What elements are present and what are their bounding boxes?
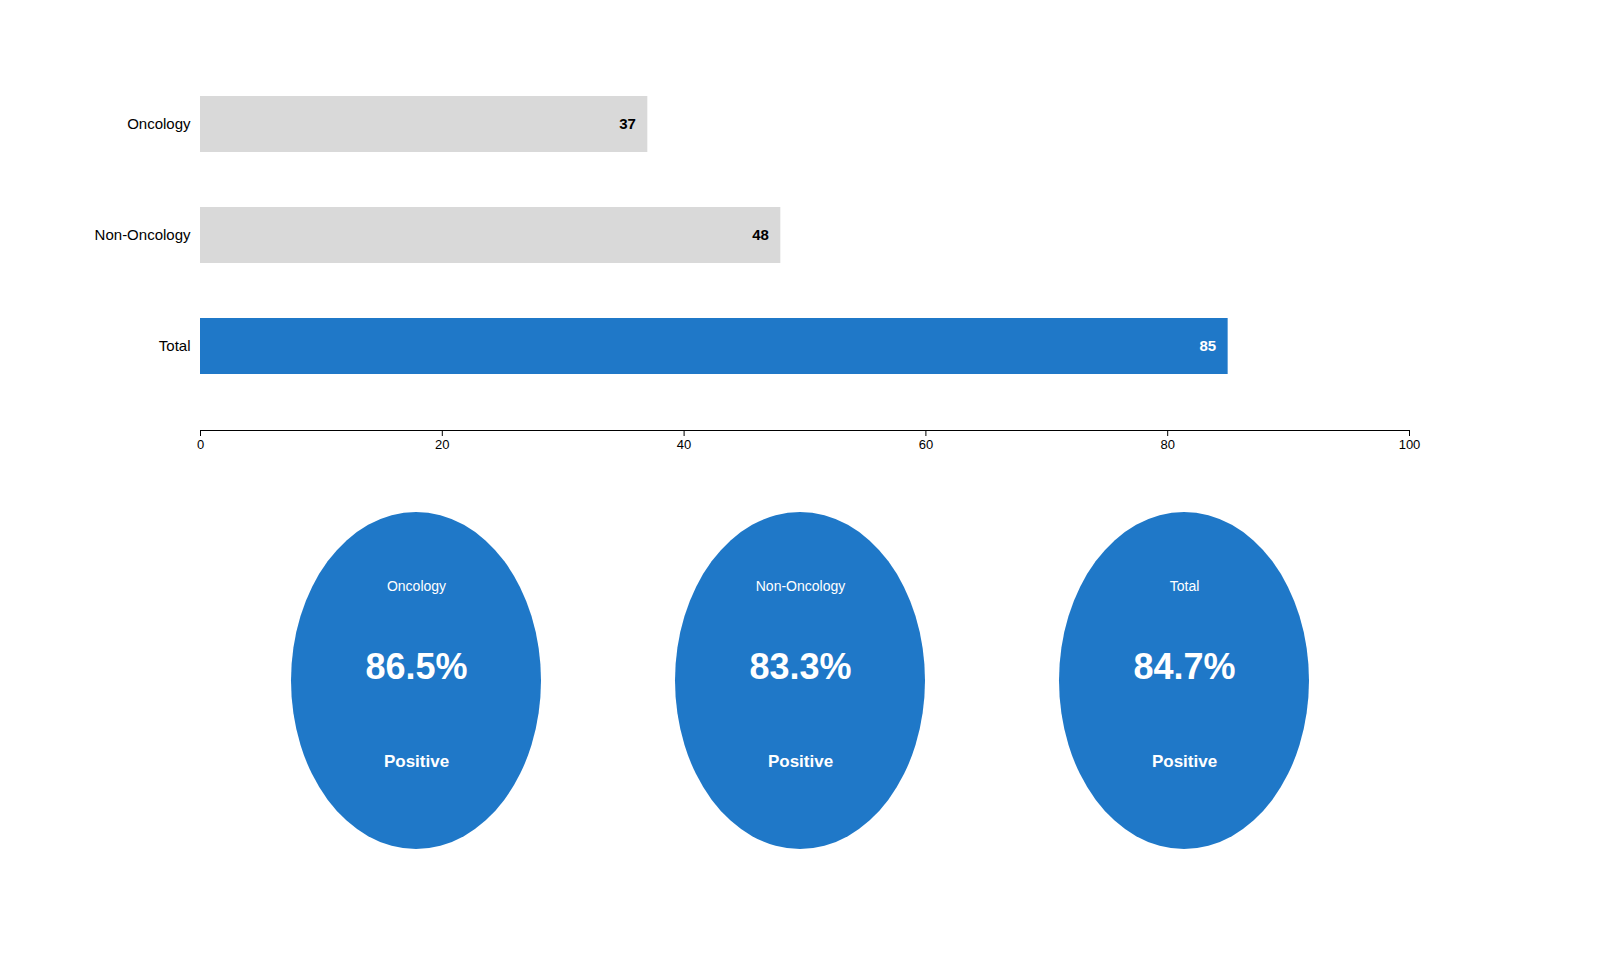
svg-text:80: 80	[1160, 437, 1174, 452]
svg-text:Total: Total	[1170, 578, 1200, 594]
svg-text:Non-Oncology: Non-Oncology	[756, 578, 846, 594]
svg-text:85: 85	[1199, 337, 1216, 354]
svg-text:Oncology: Oncology	[387, 578, 446, 594]
svg-text:Oncology: Oncology	[127, 115, 191, 132]
svg-text:Positive: Positive	[1152, 752, 1217, 771]
svg-text:40: 40	[677, 437, 691, 452]
svg-text:37: 37	[619, 115, 636, 132]
svg-text:0: 0	[197, 437, 204, 452]
svg-text:Positive: Positive	[384, 752, 449, 771]
svg-text:100: 100	[1399, 437, 1421, 452]
svg-text:Positive: Positive	[768, 752, 833, 771]
svg-text:Total: Total	[159, 337, 191, 354]
svg-text:86.5%: 86.5%	[365, 646, 467, 687]
svg-text:60: 60	[919, 437, 933, 452]
svg-text:84.7%: 84.7%	[1133, 646, 1235, 687]
svg-text:48: 48	[752, 226, 769, 243]
svg-text:83.3%: 83.3%	[749, 646, 851, 687]
svg-text:20: 20	[435, 437, 449, 452]
svg-text:Non-Oncology: Non-Oncology	[95, 226, 191, 243]
